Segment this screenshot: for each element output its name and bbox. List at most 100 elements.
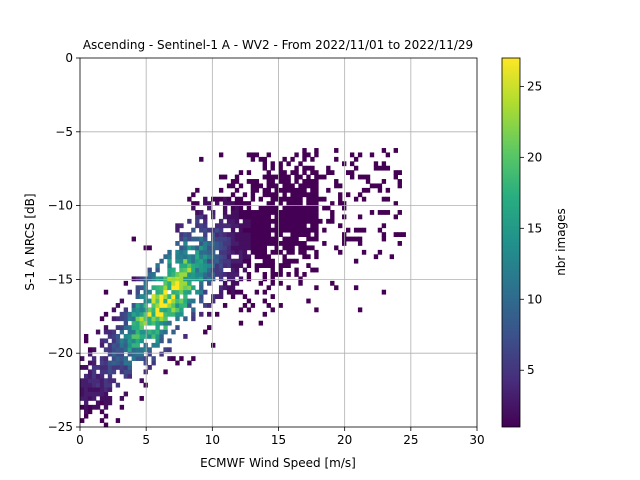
heatmap-cell (135, 307, 140, 313)
heatmap-cell (226, 241, 232, 246)
heatmap-cell (95, 404, 101, 410)
heatmap-cell (310, 236, 315, 242)
heatmap-cell (135, 294, 140, 299)
heatmap-cell (123, 325, 129, 330)
heatmap-cell (302, 205, 307, 211)
heatmap-cell (274, 205, 279, 211)
heatmap-cell (111, 360, 117, 366)
heatmap-cell (286, 205, 291, 211)
heatmap-cell (314, 174, 319, 180)
heatmap-cell (294, 192, 299, 198)
heatmap-cell (147, 351, 152, 357)
heatmap-cell (302, 152, 307, 158)
heatmap-cell (270, 307, 275, 313)
heatmap-cell (274, 218, 279, 224)
heatmap-cell (218, 227, 224, 233)
heatmap-cell (397, 210, 402, 215)
heatmap-cell (310, 223, 315, 229)
heatmap-cell (131, 338, 136, 344)
heatmap-cell (99, 342, 105, 348)
heatmap-cell (151, 285, 156, 291)
heatmap-cell (342, 232, 347, 237)
heatmap-cell (234, 232, 240, 237)
heatmap-cell (211, 294, 216, 299)
heatmap-cell (286, 285, 291, 291)
heatmap-cell (207, 311, 212, 317)
heatmap-cell (139, 396, 144, 401)
heatmap-cell (155, 303, 160, 308)
heatmap-cell (179, 307, 184, 313)
heatmap-cell (246, 201, 252, 206)
heatmap-cell (270, 201, 275, 206)
heatmap-cell (330, 280, 335, 286)
heatmap-cell (143, 316, 148, 322)
heatmap-cell (123, 360, 129, 366)
heatmap-cell (171, 276, 176, 282)
heatmap-cell (246, 214, 252, 220)
heatmap-cell (111, 342, 117, 348)
heatmap-cell (207, 249, 212, 255)
heatmap-cell (103, 387, 109, 392)
heatmap-cell (250, 214, 256, 220)
heatmap-cell (159, 289, 164, 295)
heatmap-cell (195, 187, 200, 193)
heatmap-cell (353, 236, 359, 242)
heatmap-cell (103, 369, 109, 375)
heatmap-cell (214, 241, 220, 246)
heatmap-cell (143, 334, 148, 339)
heatmap-cell (171, 303, 176, 308)
heatmap-cell (214, 263, 220, 268)
heatmap-cell (123, 342, 129, 348)
heatmap-cell (99, 391, 105, 397)
heatmap-cell (207, 205, 212, 211)
y-tick-label: 0 (65, 51, 73, 65)
heatmap-cell (179, 232, 184, 237)
heatmap-cell (274, 223, 279, 229)
heatmap-cell (290, 227, 295, 233)
heatmap-cell (143, 298, 148, 304)
heatmap-cell (107, 351, 113, 357)
heatmap-cell (199, 280, 204, 286)
heatmap-cell (147, 329, 152, 335)
heatmap-cell (397, 170, 402, 176)
heatmap-cell (302, 218, 307, 224)
x-tick-label: 30 (469, 433, 484, 447)
heatmap-cell (123, 311, 129, 317)
heatmap-cell (250, 223, 256, 229)
heatmap-cell (298, 241, 303, 246)
heatmap-cell (310, 187, 315, 193)
heatmap-cell (191, 227, 196, 233)
heatmap-cell (345, 227, 351, 233)
heatmap-cell (218, 223, 224, 229)
heatmap-cell (99, 360, 105, 366)
heatmap-cell (80, 391, 85, 397)
heatmap-cell (306, 183, 311, 189)
heatmap-cell (107, 347, 113, 353)
heatmap-cell (258, 280, 264, 286)
heatmap-cell (195, 236, 200, 242)
heatmap-cell (155, 285, 160, 291)
heatmap-cell (230, 263, 236, 268)
heatmap-cell (250, 236, 256, 242)
heatmap-cell (234, 205, 240, 211)
heatmap-cell (179, 267, 184, 273)
heatmap-cell (270, 258, 275, 264)
heatmap-cell (83, 378, 89, 384)
heatmap-cell (234, 272, 240, 277)
heatmap-cell (286, 241, 291, 246)
heatmap-cell (361, 196, 367, 202)
heatmap-cell (246, 223, 252, 229)
heatmap-cell (369, 152, 375, 158)
heatmap-cell (218, 289, 224, 295)
heatmap-cell (203, 254, 208, 260)
heatmap-cell (183, 245, 188, 251)
heatmap-cell (266, 170, 271, 176)
heatmap-cell (274, 196, 279, 202)
heatmap-cell (266, 227, 271, 233)
heatmap-cell (203, 258, 208, 264)
heatmap-cell (99, 356, 105, 361)
heatmap-cell (238, 289, 244, 295)
heatmap-cell (191, 245, 196, 251)
heatmap-cell (377, 210, 383, 215)
heatmap-cell (143, 342, 148, 348)
